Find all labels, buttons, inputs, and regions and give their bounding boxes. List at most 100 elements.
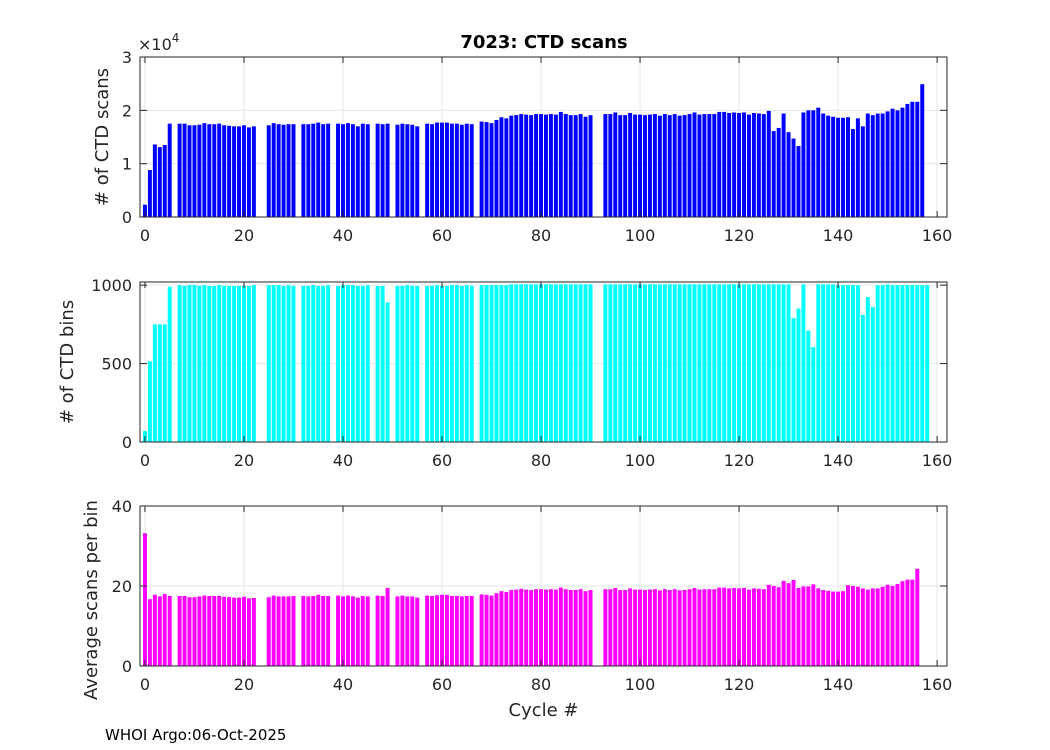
- bar: [306, 596, 311, 666]
- bar: [608, 284, 613, 442]
- y-tick-label: 0: [122, 208, 132, 227]
- bar: [415, 285, 420, 442]
- bar: [905, 285, 910, 442]
- bar: [618, 590, 623, 666]
- bar: [816, 107, 821, 217]
- bar: [311, 285, 316, 442]
- x-tick-label: 40: [333, 451, 353, 470]
- bar: [732, 112, 737, 217]
- bar: [786, 583, 791, 666]
- bar: [405, 285, 410, 442]
- bar: [524, 589, 529, 666]
- bar: [831, 116, 836, 217]
- bar: [504, 592, 509, 666]
- bar: [647, 589, 652, 666]
- bar: [321, 124, 326, 217]
- bar: [355, 597, 360, 666]
- bar: [202, 595, 207, 666]
- bar: [652, 114, 657, 217]
- bar: [425, 595, 430, 666]
- x-tick-label: 120: [724, 675, 755, 694]
- bar: [638, 284, 643, 442]
- bar: [806, 586, 811, 666]
- bar: [548, 589, 553, 666]
- bar: [638, 114, 643, 217]
- bar: [341, 596, 345, 666]
- bar: [855, 118, 860, 217]
- y-tick-label: 0: [122, 657, 132, 676]
- bar: [286, 285, 291, 442]
- bar: [375, 123, 380, 217]
- bar: [251, 126, 256, 217]
- bar: [469, 124, 474, 217]
- bar: [281, 285, 286, 442]
- bar: [870, 115, 875, 217]
- bar: [222, 596, 227, 666]
- bar: [192, 285, 197, 442]
- bar: [850, 285, 855, 442]
- bar: [603, 114, 608, 217]
- bar: [568, 115, 573, 217]
- bar: [707, 589, 712, 666]
- bar: [910, 285, 915, 442]
- bar: [900, 581, 905, 666]
- bar: [816, 284, 821, 442]
- bar: [583, 591, 588, 666]
- bar: [534, 284, 539, 442]
- bar: [692, 112, 697, 217]
- bar: [232, 597, 237, 666]
- bar: [345, 123, 350, 217]
- bar: [563, 114, 568, 217]
- bar: [776, 587, 781, 666]
- bar: [479, 285, 484, 442]
- bar: [806, 330, 811, 442]
- bar: [885, 111, 890, 217]
- bar: [499, 591, 504, 666]
- bar: [301, 124, 306, 217]
- bar: [232, 285, 237, 442]
- x-tick-label: 40: [333, 226, 353, 245]
- bar: [915, 568, 920, 666]
- bar: [821, 284, 826, 442]
- bar: [920, 84, 925, 217]
- bar: [865, 296, 870, 442]
- bar: [573, 115, 578, 217]
- bar: [326, 285, 331, 442]
- bar: [657, 284, 662, 442]
- plot-area: [140, 57, 947, 217]
- bar: [539, 284, 544, 442]
- bar: [222, 125, 227, 217]
- bar: [732, 284, 737, 442]
- bar: [415, 126, 420, 217]
- bar: [241, 285, 246, 442]
- bar: [756, 284, 761, 442]
- bar: [816, 588, 821, 666]
- bar: [222, 285, 227, 442]
- bar: [697, 589, 702, 666]
- bar: [479, 121, 484, 217]
- bar: [539, 589, 544, 666]
- bar: [489, 285, 494, 442]
- bar: [454, 596, 459, 666]
- bar: [543, 589, 548, 666]
- bar: [350, 596, 355, 666]
- bar: [672, 284, 677, 442]
- bar: [147, 599, 152, 666]
- bar: [761, 114, 766, 217]
- bar: [385, 302, 390, 442]
- scans-panel: ×104 0 20 40 60 80 100 120 140 160 0 1 2 3 # of CTD s…: [92, 31, 952, 245]
- bar: [444, 285, 449, 442]
- bar: [662, 284, 667, 442]
- bar: [529, 284, 534, 442]
- x-tick-label: 100: [625, 451, 656, 470]
- bar: [860, 126, 865, 217]
- bar: [811, 110, 816, 217]
- y-tick-label: 40: [112, 497, 132, 516]
- bar: [395, 596, 400, 666]
- bar: [578, 589, 583, 666]
- bar: [568, 590, 573, 666]
- bar: [489, 123, 494, 217]
- y-tick-label: 0: [122, 433, 132, 452]
- bar: [227, 597, 232, 666]
- bar: [514, 284, 519, 442]
